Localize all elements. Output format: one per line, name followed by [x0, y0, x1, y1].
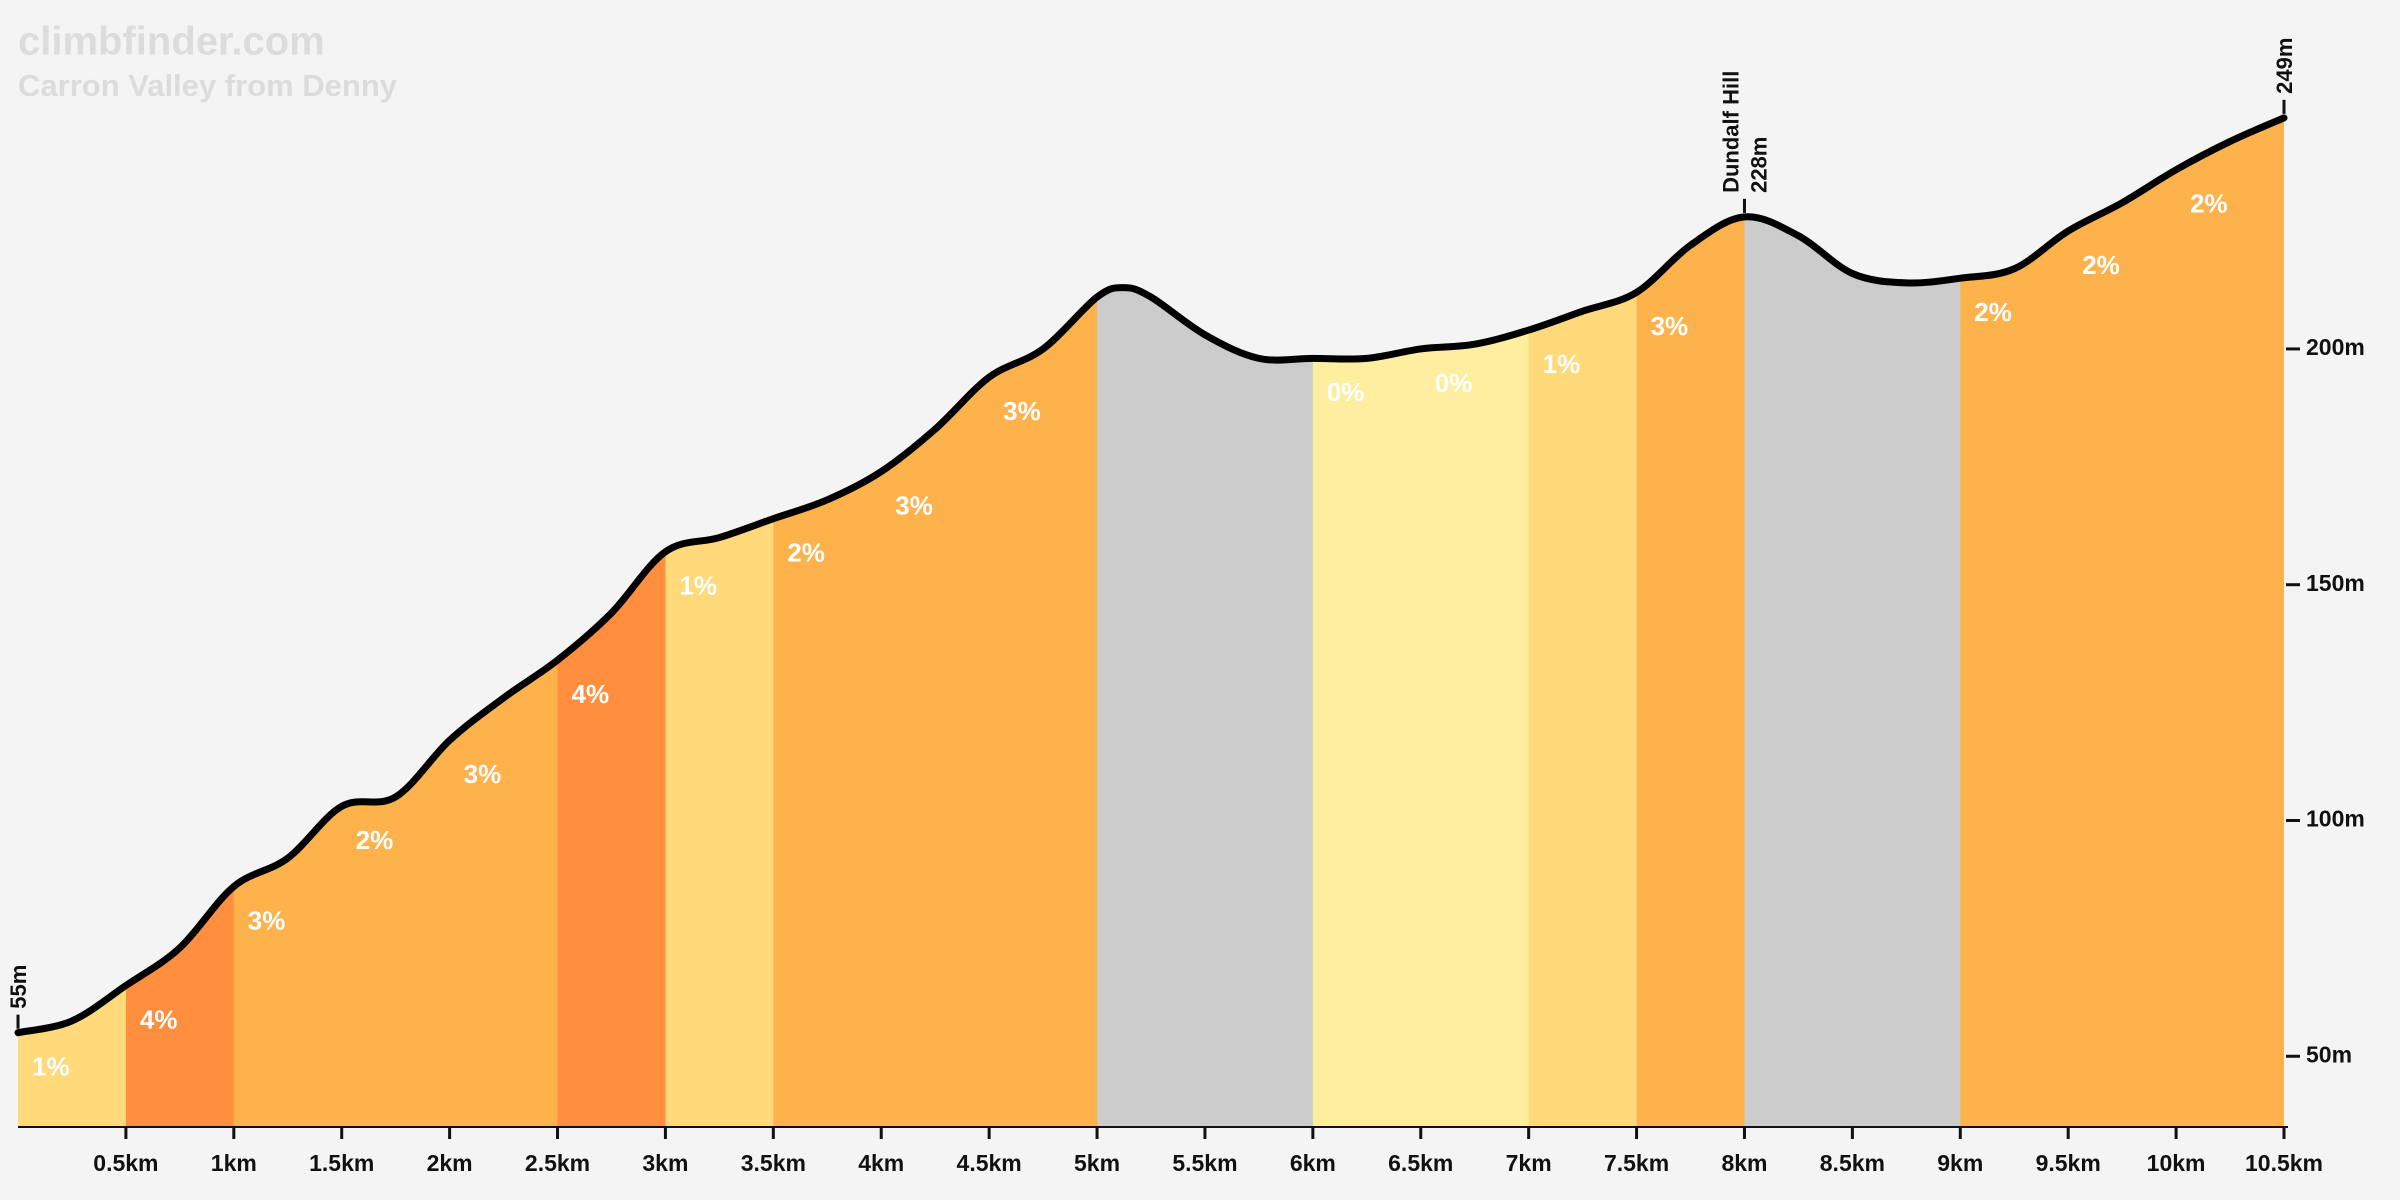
gradient-label: 3%	[1003, 396, 1041, 426]
annotation-name: Dundalf Hill	[1718, 71, 1743, 193]
gradient-label: 2%	[1974, 297, 2012, 327]
segment	[557, 117, 666, 1127]
segment	[2176, 117, 2284, 1127]
y-tick-label: 100m	[2306, 806, 2365, 832]
gradient-label: 2%	[356, 825, 394, 855]
annotation-label: 249m	[2272, 38, 2297, 94]
x-tick-label: 9km	[1937, 1150, 1983, 1176]
annotation-label: 228m	[1746, 137, 1771, 193]
x-tick-label: 9.5km	[2036, 1150, 2101, 1176]
y-tick-label: 150m	[2306, 570, 2365, 596]
segment	[125, 117, 235, 1127]
chart-subtitle: Carron Valley from Denny	[18, 68, 398, 103]
gradient-label: 1%	[32, 1052, 70, 1082]
profile-line	[14, 114, 2288, 1037]
segment	[449, 117, 559, 1127]
segment	[2068, 117, 2177, 1127]
gradient-label: 0%	[1435, 368, 1473, 398]
x-tick-label: 8.5km	[1820, 1150, 1885, 1176]
gradient-label: 1%	[1543, 349, 1581, 379]
gradient-label: 3%	[1651, 311, 1689, 341]
gradient-label: 4%	[140, 1004, 178, 1034]
x-tick-label: 8km	[1721, 1150, 1767, 1176]
gradient-label: 3%	[248, 905, 286, 935]
x-tick-label: 3km	[642, 1150, 688, 1176]
annotation-label: 55m	[6, 965, 31, 1009]
segment	[1636, 117, 1745, 1127]
x-tick-label: 7km	[1506, 1150, 1552, 1176]
x-tick-label: 10.5km	[2245, 1150, 2323, 1176]
x-tick-label: 5.5km	[1172, 1150, 1237, 1176]
x-tick-label: 5km	[1074, 1150, 1120, 1176]
gradient-label: 4%	[572, 679, 610, 709]
segment	[1852, 117, 1961, 1127]
segment	[18, 117, 127, 1127]
segment	[1420, 117, 1530, 1127]
segments	[18, 117, 2284, 1127]
y-tick-label: 200m	[2306, 334, 2365, 360]
x-tick-label: 3.5km	[741, 1150, 806, 1176]
segment	[233, 117, 343, 1127]
x-tick-label: 6km	[1290, 1150, 1336, 1176]
segment	[881, 117, 990, 1127]
x-tick-label: 1.5km	[309, 1150, 374, 1176]
x-tick-label: 2.5km	[525, 1150, 590, 1176]
x-tick-label: 4.5km	[957, 1150, 1022, 1176]
x-tick-label: 10km	[2147, 1150, 2206, 1176]
chart-title: climbfinder.com	[18, 20, 325, 64]
x-tick-label: 7.5km	[1604, 1150, 1669, 1176]
segment	[1312, 117, 1422, 1127]
gradient-label: 2%	[2190, 189, 2228, 219]
segment	[1097, 117, 1206, 1127]
segment	[1204, 117, 1314, 1127]
segment	[773, 117, 882, 1127]
segment	[1960, 117, 2069, 1127]
gradient-label: 2%	[2082, 250, 2120, 280]
gradient-label: 1%	[679, 571, 717, 601]
gradient-label: 2%	[787, 538, 825, 568]
x-tick-label: 2km	[427, 1150, 473, 1176]
gradient-label: 3%	[464, 759, 502, 789]
x-tick-label: 6.5km	[1388, 1150, 1453, 1176]
y-tick-label: 50m	[2306, 1041, 2352, 1067]
segment	[1744, 117, 1853, 1127]
segment	[989, 117, 1098, 1127]
segment	[1528, 117, 1638, 1127]
x-tick-label: 4km	[858, 1150, 904, 1176]
x-tick-label: 1km	[211, 1150, 257, 1176]
segment	[341, 117, 451, 1127]
gradient-label: 3%	[895, 490, 933, 520]
gradient-label: 0%	[1327, 377, 1365, 407]
x-tick-label: 0.5km	[93, 1150, 158, 1176]
